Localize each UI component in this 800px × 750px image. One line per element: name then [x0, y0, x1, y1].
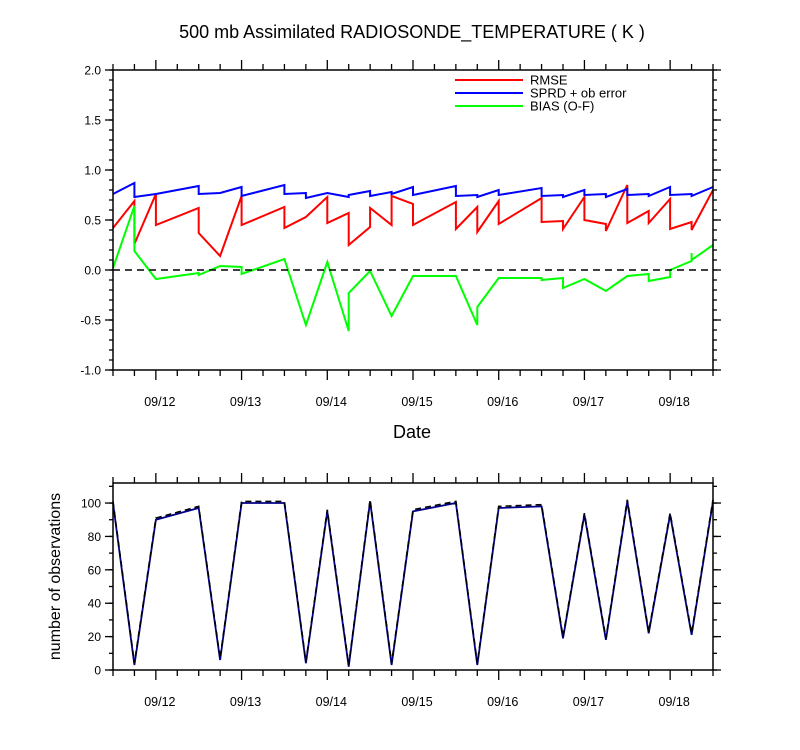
y-tick-label: 60	[88, 563, 102, 577]
series-line-1	[112, 499, 714, 666]
y-tick-labels: 2.0 1.5 1.0 0.5 0.0 -0.5 -1.0	[80, 64, 101, 378]
axis-ticks	[105, 473, 721, 680]
series-line-0	[112, 184, 714, 258]
legend-label: BIAS (O-F)	[530, 99, 594, 114]
x-axis-label: Date	[393, 422, 431, 442]
x-tick-label: 09/18	[659, 695, 690, 709]
x-tick-label: 09/15	[401, 395, 432, 409]
top-chart: 500 mb Assimilated RADIOSONDE_TEMPERATUR…	[80, 22, 721, 442]
x-tick-label: 09/14	[316, 695, 347, 709]
x-tick-label: 09/14	[316, 395, 347, 409]
y-tick-label: 2.0	[84, 64, 101, 78]
y-tick-labels: 100 80 60 40 20 0	[81, 497, 101, 678]
axis-ticks	[105, 60, 721, 380]
x-tick-label: 09/13	[230, 395, 261, 409]
series-lines	[112, 181, 714, 332]
legend-label: SPRD + ob error	[530, 86, 627, 101]
y-tick-label: 40	[88, 597, 102, 611]
y-tick-label: 0.0	[84, 264, 101, 278]
y-axis-label: number of observations	[47, 493, 64, 660]
chart-title: 500 mb Assimilated RADIOSONDE_TEMPERATUR…	[179, 22, 645, 43]
y-tick-label: 20	[88, 630, 102, 644]
y-tick-label: -0.5	[80, 314, 101, 328]
y-tick-label: -1.0	[80, 364, 101, 378]
series-lines	[112, 499, 714, 667]
series-line-1	[112, 181, 714, 200]
x-tick-label: 09/15	[401, 695, 432, 709]
legend-label: RMSE	[530, 73, 568, 88]
y-tick-label: 0	[94, 664, 101, 678]
series-line-2	[112, 205, 714, 332]
y-tick-label: 80	[88, 530, 102, 544]
x-tick-labels: 09/12 09/13 09/14 09/15 09/16 09/17 09/18	[144, 695, 690, 709]
x-tick-label: 09/12	[144, 695, 175, 709]
x-tick-label: 09/17	[573, 695, 604, 709]
y-tick-label: 1.0	[84, 164, 101, 178]
x-tick-label: 09/17	[573, 395, 604, 409]
y-tick-label: 100	[81, 497, 101, 511]
x-tick-label: 09/18	[659, 395, 690, 409]
x-tick-label: 09/12	[144, 395, 175, 409]
y-tick-label: 0.5	[84, 214, 101, 228]
x-tick-label: 09/16	[487, 695, 518, 709]
x-tick-label: 09/16	[487, 395, 518, 409]
y-tick-label: 1.5	[84, 114, 101, 128]
x-tick-labels: 09/12 09/13 09/14 09/15 09/16 09/17 09/18	[144, 395, 690, 409]
x-tick-label: 09/13	[230, 695, 261, 709]
